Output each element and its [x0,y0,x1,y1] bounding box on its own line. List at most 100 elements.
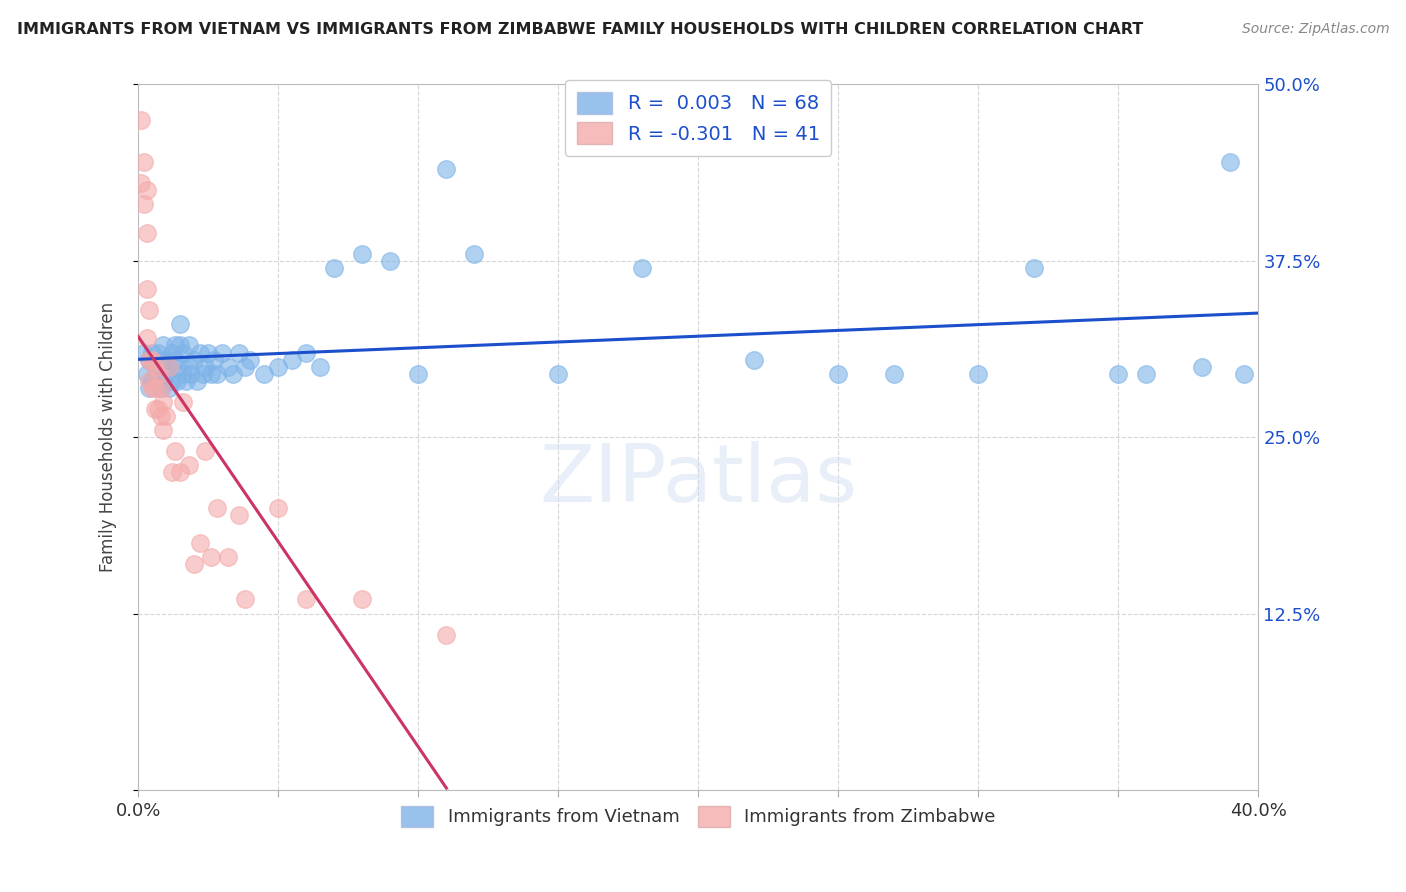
Point [744,352,766,367]
Point [406,367,429,381]
Point [352,246,374,260]
Point [267,359,290,374]
Point [205,367,228,381]
Point [172,367,194,381]
Point [135,282,157,296]
Point [434,162,457,177]
Point [138,352,160,367]
Point [631,260,654,275]
Point [143,359,166,374]
Point [169,466,191,480]
Point [1024,260,1046,275]
Point [141,381,163,395]
Point [174,374,197,388]
Text: ZIPatlas: ZIPatlas [540,441,858,518]
Point [239,352,262,367]
Point [1233,367,1256,381]
Point [183,352,205,367]
Point [149,381,172,395]
Point [146,345,169,359]
Point [152,423,174,437]
Point [143,381,166,395]
Point [205,500,228,515]
Point [380,253,402,268]
Point [155,367,177,381]
Point [132,197,155,211]
Point [202,352,225,367]
Point [188,536,211,550]
Text: Source: ZipAtlas.com: Source: ZipAtlas.com [1241,22,1389,37]
Point [129,112,152,127]
Point [146,374,169,388]
Point [143,359,166,374]
Point [160,466,183,480]
Point [177,359,200,374]
Point [135,367,157,381]
Point [1107,367,1129,381]
Point [967,367,990,381]
Point [172,395,194,409]
Point [163,444,186,458]
Point [197,345,219,359]
Point [200,367,222,381]
Point [217,359,239,374]
Point [146,401,169,416]
Point [129,176,152,190]
Point [295,345,318,359]
Point [217,550,239,565]
Point [166,359,188,374]
Point [211,345,233,359]
Point [883,367,905,381]
Point [1191,359,1213,374]
Y-axis label: Family Households with Children: Family Households with Children [100,302,117,573]
Point [228,345,250,359]
Point [149,381,172,395]
Point [352,592,374,607]
Point [547,367,569,381]
Point [177,338,200,352]
Point [463,246,485,260]
Point [155,409,177,423]
Point [166,374,188,388]
Point [200,550,222,565]
Point [155,352,177,367]
Point [135,331,157,345]
Point [827,367,849,381]
Point [157,359,180,374]
Point [138,374,160,388]
Point [141,352,163,367]
Point [188,345,211,359]
Point [146,367,169,381]
Point [253,367,276,381]
Point [228,508,250,522]
Point [163,352,186,367]
Point [163,338,186,352]
Point [281,352,304,367]
Point [233,359,256,374]
Text: IMMIGRANTS FROM VIETNAM VS IMMIGRANTS FROM ZIMBABWE FAMILY HOUSEHOLDS WITH CHILD: IMMIGRANTS FROM VIETNAM VS IMMIGRANTS FR… [17,22,1143,37]
Point [186,374,208,388]
Point [152,395,174,409]
Point [194,444,217,458]
Point [434,628,457,642]
Point [138,381,160,395]
Point [135,226,157,240]
Point [295,592,318,607]
Point [169,338,191,352]
Point [233,592,256,607]
Point [143,401,166,416]
Point [135,183,157,197]
Point [194,359,217,374]
Point [152,352,174,367]
Point [323,260,346,275]
Point [180,367,202,381]
Point [157,359,180,374]
Point [157,381,180,395]
Point [191,367,214,381]
Point [132,155,155,169]
Point [141,374,163,388]
Point [1219,155,1241,169]
Point [1135,367,1157,381]
Point [169,318,191,332]
Point [183,557,205,571]
